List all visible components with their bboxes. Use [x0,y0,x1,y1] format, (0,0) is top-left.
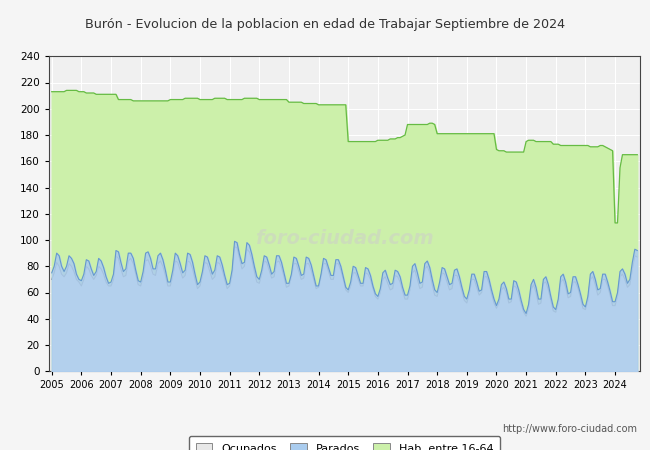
Text: foro-ciudad.com: foro-ciudad.com [255,230,434,248]
Text: Burón - Evolucion de la poblacion en edad de Trabajar Septiembre de 2024: Burón - Evolucion de la poblacion en eda… [85,18,565,31]
Text: http://www.foro-ciudad.com: http://www.foro-ciudad.com [502,424,637,434]
Legend: Ocupados, Parados, Hab. entre 16-64: Ocupados, Parados, Hab. entre 16-64 [189,436,500,450]
